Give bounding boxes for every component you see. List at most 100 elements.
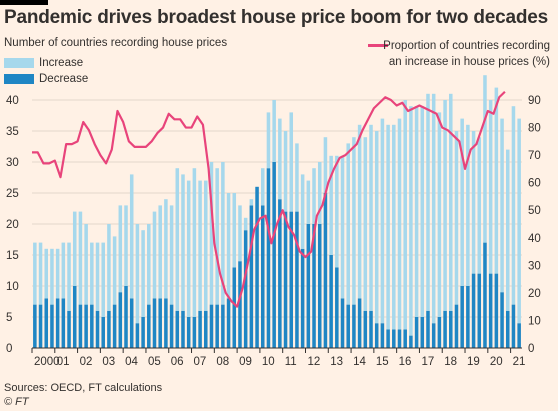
legend-decrease-label: Decrease (39, 73, 89, 85)
decrease-bar (494, 273, 499, 348)
right-axis-label-line2: an increase in house prices (%) (388, 56, 550, 68)
decrease-bar (243, 230, 248, 348)
decrease-bar (78, 304, 83, 348)
left-tick-label: 0 (6, 343, 12, 355)
decrease-bar (44, 298, 49, 348)
x-tick-label: 03 (102, 356, 115, 368)
increase-bar (84, 224, 88, 305)
right-tick-label: 80 (528, 123, 541, 135)
increase-bar (431, 93, 436, 324)
increase-bar (175, 168, 180, 311)
decrease-bar (118, 292, 123, 348)
increase-bar (135, 224, 140, 324)
right-tick-label: 30 (528, 260, 541, 272)
increase-bar (232, 193, 237, 268)
right-axis-label: Proportion of countries recording an inc… (383, 38, 550, 70)
increase-bar (420, 106, 425, 317)
increase-bar (283, 131, 288, 212)
x-tick-label: 16 (399, 356, 412, 368)
increase-bar (517, 118, 521, 324)
increase-bar (129, 174, 134, 299)
decrease-bar (335, 267, 339, 348)
increase-bar (477, 137, 482, 274)
increase-bar (221, 162, 225, 305)
x-tick-label: 15 (376, 356, 389, 368)
x-tick-label: 20 (490, 356, 503, 368)
left-tick-label: 10 (6, 281, 19, 293)
ft-credit: © FT (4, 396, 29, 408)
decrease-bar (135, 323, 140, 348)
x-tick-label: 14 (353, 356, 366, 368)
increase-bar (460, 118, 464, 286)
increase-bar (72, 211, 77, 286)
decrease-bar (426, 310, 430, 348)
proportion-line (32, 90, 506, 308)
legend-line-swatch (368, 44, 388, 47)
increase-bar (392, 124, 396, 330)
increase-bar (443, 100, 447, 311)
decrease-bar (403, 329, 407, 348)
increase-bar (158, 205, 162, 299)
decrease-bar (266, 168, 271, 348)
right-tick-label: 50 (528, 205, 541, 217)
x-tick-label: 17 (421, 356, 434, 368)
increase-bar (112, 236, 117, 305)
decrease-bar (420, 317, 425, 348)
increase-bar (55, 248, 60, 299)
decrease-bar (186, 317, 191, 348)
increase-bar (403, 100, 407, 330)
increase-bar (363, 137, 368, 311)
increase-bar (186, 180, 191, 317)
increase-bar (192, 168, 197, 317)
decrease-bar (50, 304, 54, 348)
left-axis-label: Number of countries recording house pric… (4, 37, 228, 49)
decrease-bar (129, 298, 134, 348)
decrease-bar (437, 317, 442, 348)
increase-bar (317, 162, 322, 224)
increase-bar (272, 100, 276, 162)
decrease-bar (466, 286, 470, 348)
increase-bar (306, 180, 311, 224)
left-tick-label: 40 (6, 95, 19, 107)
legend-decrease: Decrease (4, 73, 88, 85)
legend-increase-label: Increase (39, 57, 84, 69)
decrease-bar (61, 298, 66, 348)
x-tick-label: 12 (307, 356, 320, 368)
decrease-bar (226, 298, 231, 348)
decrease-bar (443, 310, 447, 348)
x-tick-label: 18 (444, 356, 457, 368)
increase-bar (278, 118, 282, 200)
increase-bar (61, 242, 66, 299)
increase-bar (488, 100, 493, 274)
increase-bar (323, 137, 328, 193)
decrease-bar (84, 304, 88, 348)
increase-bar (67, 242, 71, 311)
decrease-bar (67, 310, 71, 348)
right-axis-label-line1: Proportion of countries recording (383, 40, 550, 52)
decrease-bar (517, 323, 521, 348)
x-tick-label: 06 (171, 356, 184, 368)
increase-bar (215, 168, 219, 305)
decrease-bar (198, 310, 202, 348)
increase-bar (95, 242, 100, 311)
left-tick-label: 35 (6, 126, 19, 138)
increase-bar (511, 106, 516, 305)
decrease-bar (141, 317, 145, 348)
increase-bar (152, 211, 157, 299)
increase-bar (249, 199, 254, 206)
increase-bar (204, 180, 208, 311)
increase-bar (295, 143, 299, 212)
increase-bar (449, 93, 453, 311)
decrease-bar (249, 205, 254, 348)
increase-bar (397, 118, 402, 330)
increase-bar (238, 205, 242, 262)
x-tick-label: 09 (239, 356, 252, 368)
right-tick-label: 90 (528, 95, 541, 107)
decrease-bar (95, 310, 100, 348)
increase-bar (78, 211, 83, 305)
left-tick-label: 25 (6, 188, 19, 200)
increase-bar (107, 224, 111, 311)
x-tick-label: 01 (57, 356, 70, 368)
decrease-bar (357, 298, 362, 348)
